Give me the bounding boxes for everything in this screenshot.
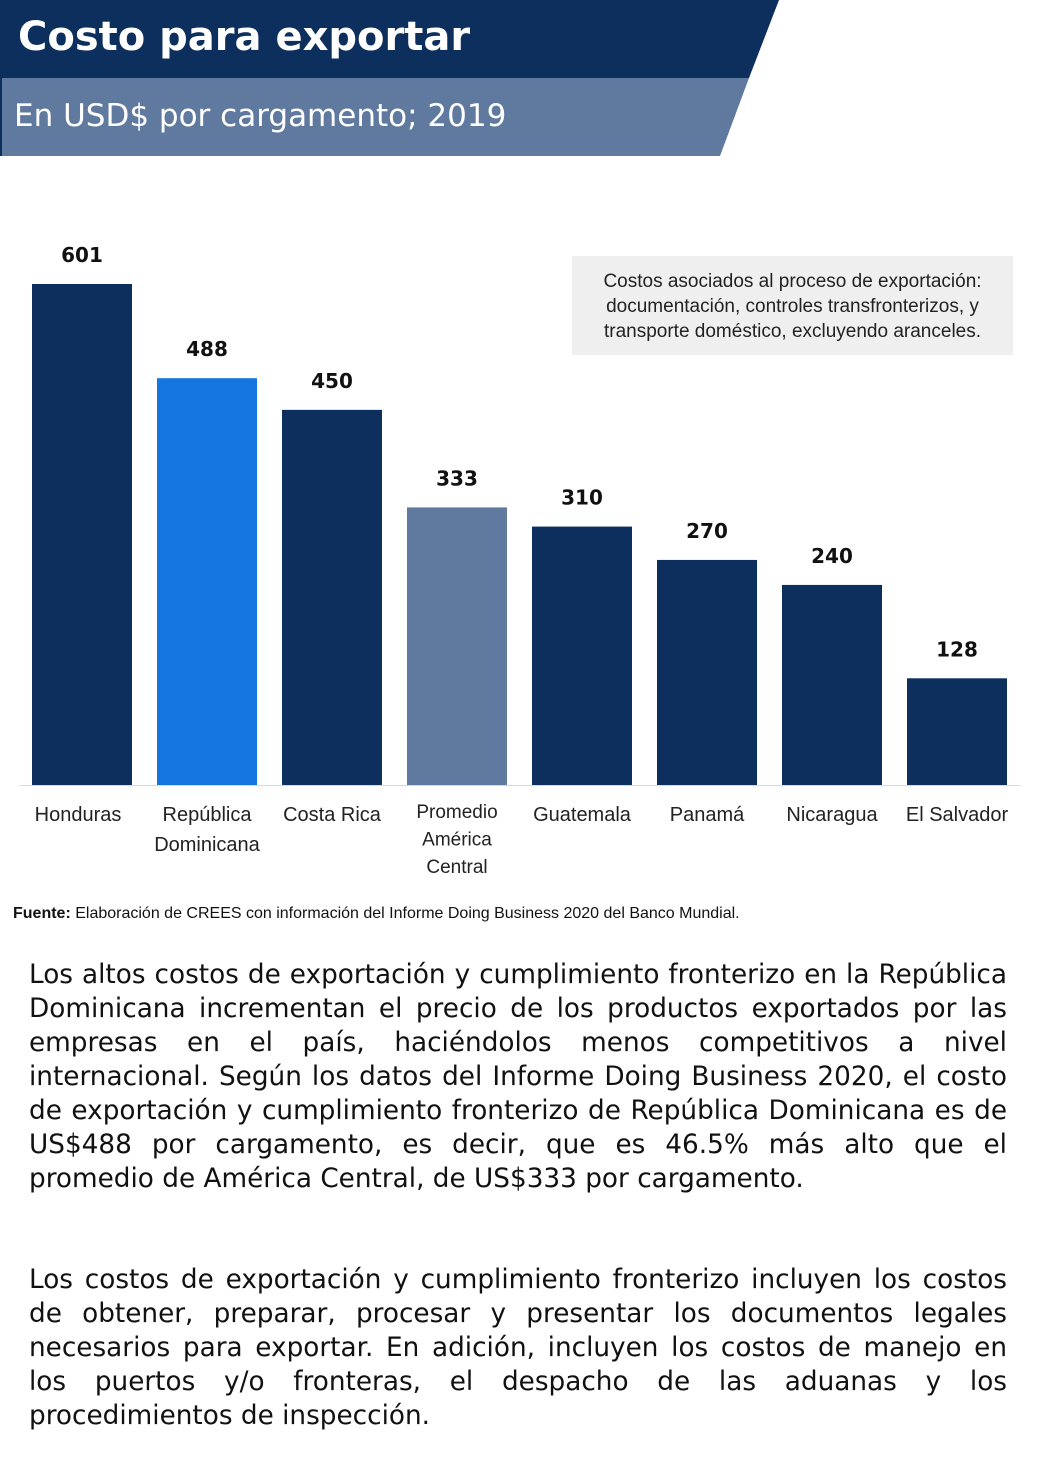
category-label: Central (426, 857, 487, 878)
data-label: 488 (186, 337, 228, 361)
data-label: 240 (811, 544, 853, 568)
chart-annotation: Costos asociados al proceso de exportaci… (572, 256, 1013, 355)
bar-chart: 601 Honduras 488 República Dominicana 450 Cost… (20, 243, 1020, 878)
bar (407, 507, 507, 785)
data-label: 601 (61, 243, 103, 267)
data-label: 450 (311, 369, 353, 393)
category-label: Guatemala (533, 804, 632, 826)
source-note: Fuente: Elaboración de CREES con informa… (13, 905, 740, 923)
bar (32, 284, 132, 785)
data-label: 310 (561, 486, 603, 510)
source-text: Elaboración de CREES con información del… (70, 905, 740, 922)
paragraph-2: Los costos de exportación y cumplimiento… (29, 1265, 1007, 1431)
category-label: Promedio (416, 802, 497, 823)
bar (657, 559, 757, 785)
category-label: América (422, 830, 492, 851)
category-label: Honduras (35, 804, 122, 826)
bar (282, 409, 382, 785)
bar (532, 526, 632, 785)
data-label: 270 (686, 519, 728, 543)
data-label: 333 (436, 466, 478, 490)
data-label: 128 (936, 637, 978, 661)
category-label: Costa Rica (283, 804, 382, 826)
category-label: República (163, 804, 253, 826)
subtitle-band (0, 78, 749, 156)
paragraph-1: Los altos costos de exportación y cumpli… (29, 960, 1007, 1194)
bar (782, 584, 882, 785)
category-label: Dominicana (154, 834, 260, 856)
category-label: El Salvador (906, 804, 1009, 826)
source-label: Fuente: (13, 905, 71, 922)
bar (907, 678, 1007, 785)
page-subtitle: En USD$ por cargamento; 2019 (14, 98, 507, 134)
category-label: Panamá (670, 804, 745, 826)
category-label: Nicaragua (786, 804, 878, 826)
title-band (0, 0, 779, 78)
bar (157, 378, 257, 785)
header-banner (0, 0, 779, 156)
page-title: Costo para exportar (18, 14, 471, 60)
